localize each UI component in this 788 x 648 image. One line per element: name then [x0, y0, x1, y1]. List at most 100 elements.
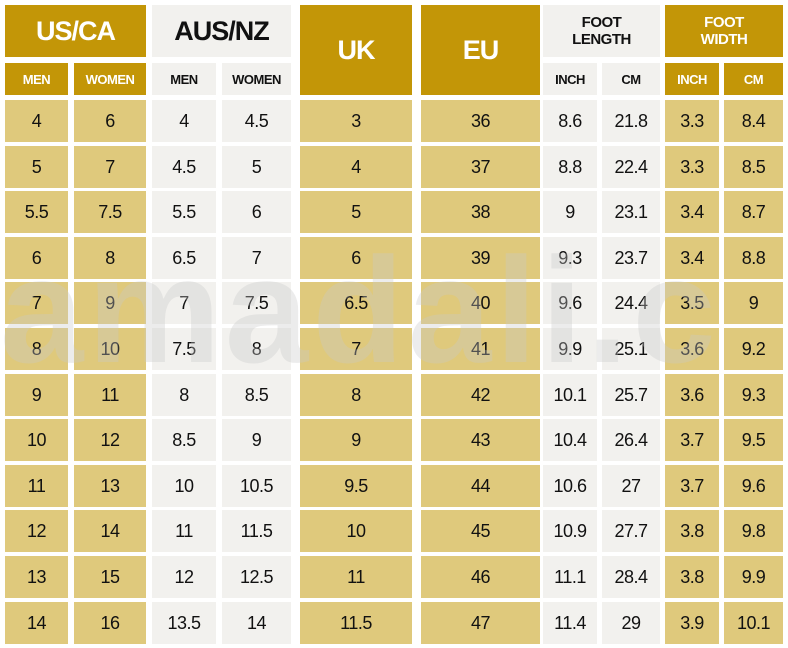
cell-foot-length-cm: 23.7: [602, 237, 660, 279]
cell-foot-length-inch: 8.6: [543, 100, 597, 142]
cell-us-women: 16: [74, 602, 146, 644]
cell-foot-width-inch: 3.3: [665, 146, 719, 188]
subheader-aus-women: WOMEN: [222, 63, 291, 95]
cell-us-men: 5: [5, 146, 68, 188]
cell-foot-width-inch: 3.9: [665, 602, 719, 644]
cell-foot-width-cm: 9: [724, 282, 783, 324]
cell-foot-length-inch: 8.8: [543, 146, 597, 188]
cell-us-men: 8: [5, 328, 68, 370]
cell-aus-men: 6.5: [152, 237, 216, 279]
cell-foot-width-inch: 3.8: [665, 556, 719, 598]
cell-foot-length-inch: 10.1: [543, 374, 597, 416]
cell-foot-length-cm: 28.4: [602, 556, 660, 598]
cell-foot-width-inch: 3.6: [665, 328, 719, 370]
subheader-foot-length-cm: CM: [602, 63, 660, 95]
cell-foot-width-cm: 8.5: [724, 146, 783, 188]
cell-foot-length-cm: 21.8: [602, 100, 660, 142]
header-uk: UK: [300, 5, 412, 95]
cell-foot-width-inch: 3.4: [665, 237, 719, 279]
cell-aus-men: 5.5: [152, 191, 216, 233]
header-aus-nz: AUS/NZ: [152, 5, 291, 57]
cell-us-women: 11: [74, 374, 146, 416]
cell-foot-length-cm: 25.1: [602, 328, 660, 370]
cell-aus-women: 9: [222, 419, 291, 461]
cell-us-women: 13: [74, 465, 146, 507]
cell-foot-length-inch: 10.4: [543, 419, 597, 461]
cell-us-men: 9: [5, 374, 68, 416]
cell-eu: 37: [421, 146, 540, 188]
cell-foot-length-inch: 9.3: [543, 237, 597, 279]
cell-foot-width-inch: 3.8: [665, 510, 719, 552]
cell-eu: 44: [421, 465, 540, 507]
cell-eu: 42: [421, 374, 540, 416]
cell-foot-width-cm: 9.9: [724, 556, 783, 598]
cell-us-men: 12: [5, 510, 68, 552]
cell-uk: 5: [300, 191, 412, 233]
cell-us-men: 14: [5, 602, 68, 644]
subheader-aus-men: MEN: [152, 63, 216, 95]
cell-eu: 40: [421, 282, 540, 324]
cell-us-men: 6: [5, 237, 68, 279]
cell-foot-width-cm: 9.8: [724, 510, 783, 552]
cell-us-women: 15: [74, 556, 146, 598]
cell-eu: 47: [421, 602, 540, 644]
cell-us-women: 7.5: [74, 191, 146, 233]
cell-eu: 45: [421, 510, 540, 552]
cell-aus-women: 11.5: [222, 510, 291, 552]
header-us-ca: US/CA: [5, 5, 146, 57]
subheader-foot-width-cm: CM: [724, 63, 783, 95]
cell-uk: 11: [300, 556, 412, 598]
cell-us-women: 9: [74, 282, 146, 324]
cell-aus-men: 8.5: [152, 419, 216, 461]
cell-uk: 6.5: [300, 282, 412, 324]
cell-foot-width-inch: 3.7: [665, 465, 719, 507]
header-foot-length: FOOT LENGTH: [543, 5, 660, 57]
cell-aus-women: 7: [222, 237, 291, 279]
cell-foot-length-cm: 26.4: [602, 419, 660, 461]
cell-eu: 43: [421, 419, 540, 461]
cell-uk: 4: [300, 146, 412, 188]
cell-aus-men: 4: [152, 100, 216, 142]
cell-foot-width-inch: 3.5: [665, 282, 719, 324]
cell-uk: 3: [300, 100, 412, 142]
cell-foot-length-cm: 27.7: [602, 510, 660, 552]
cell-aus-women: 7.5: [222, 282, 291, 324]
cell-foot-width-cm: 9.5: [724, 419, 783, 461]
subheader-us-women: WOMEN: [74, 63, 146, 95]
cell-us-men: 13: [5, 556, 68, 598]
cell-foot-width-inch: 3.7: [665, 419, 719, 461]
cell-uk: 10: [300, 510, 412, 552]
cell-foot-length-inch: 9: [543, 191, 597, 233]
cell-us-men: 11: [5, 465, 68, 507]
cell-aus-women: 10.5: [222, 465, 291, 507]
cell-foot-length-inch: 10.9: [543, 510, 597, 552]
cell-us-men: 4: [5, 100, 68, 142]
cell-aus-men: 7.5: [152, 328, 216, 370]
cell-us-women: 7: [74, 146, 146, 188]
cell-foot-width-cm: 9.2: [724, 328, 783, 370]
cell-aus-men: 11: [152, 510, 216, 552]
cell-foot-length-inch: 11.4: [543, 602, 597, 644]
cell-eu: 41: [421, 328, 540, 370]
cell-foot-length-inch: 9.6: [543, 282, 597, 324]
cell-foot-width-cm: 8.7: [724, 191, 783, 233]
subheader-foot-length-inch: INCH: [543, 63, 597, 95]
cell-foot-width-cm: 8.8: [724, 237, 783, 279]
cell-eu: 46: [421, 556, 540, 598]
header-foot-width: FOOT WIDTH: [665, 5, 783, 57]
cell-foot-length-inch: 10.6: [543, 465, 597, 507]
cell-aus-women: 6: [222, 191, 291, 233]
header-eu: EU: [421, 5, 540, 95]
cell-aus-women: 14: [222, 602, 291, 644]
cell-foot-width-inch: 3.4: [665, 191, 719, 233]
cell-foot-length-cm: 25.7: [602, 374, 660, 416]
cell-foot-length-inch: 11.1: [543, 556, 597, 598]
cell-foot-length-cm: 27: [602, 465, 660, 507]
cell-uk: 9: [300, 419, 412, 461]
cell-us-women: 12: [74, 419, 146, 461]
cell-foot-length-inch: 9.9: [543, 328, 597, 370]
cell-foot-length-cm: 24.4: [602, 282, 660, 324]
cell-foot-width-cm: 8.4: [724, 100, 783, 142]
cell-aus-men: 4.5: [152, 146, 216, 188]
cell-uk: 8: [300, 374, 412, 416]
